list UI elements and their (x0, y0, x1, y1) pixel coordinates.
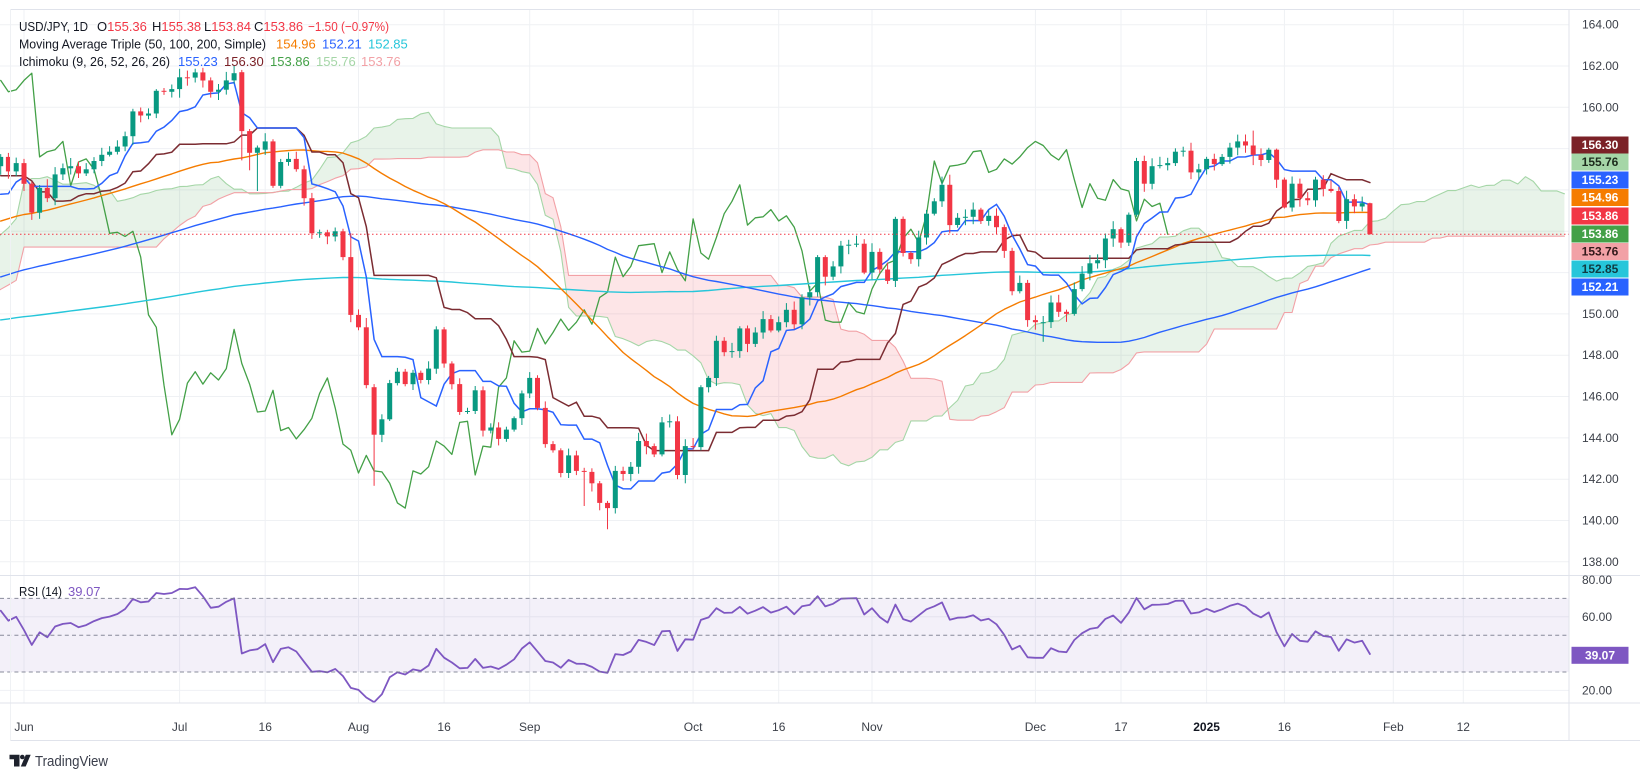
svg-text:Oct: Oct (684, 720, 703, 734)
svg-text:Jul: Jul (172, 720, 187, 734)
svg-text:Moving Average Triple (50, 100: Moving Average Triple (50, 100, 200, Sim… (19, 37, 408, 52)
svg-text:154.96: 154.96 (1582, 191, 1619, 205)
svg-text:Dec: Dec (1025, 720, 1046, 734)
svg-text:162.00: 162.00 (1582, 59, 1619, 73)
svg-text:16: 16 (1278, 720, 1292, 734)
svg-text:156.30: 156.30 (1582, 138, 1619, 152)
svg-text:164.00: 164.00 (1582, 18, 1619, 32)
svg-text:39.07: 39.07 (1585, 649, 1615, 663)
svg-text:RSI (14)39.07: RSI (14) 39.07 (19, 584, 101, 599)
svg-text:155.23: 155.23 (1582, 173, 1619, 187)
svg-text:153.86: 153.86 (1582, 227, 1619, 241)
svg-text:148.00: 148.00 (1582, 348, 1619, 362)
svg-text:152.85: 152.85 (1582, 262, 1619, 276)
svg-text:60.00: 60.00 (1582, 610, 1612, 624)
svg-text:16: 16 (259, 720, 273, 734)
svg-text:16: 16 (772, 720, 786, 734)
svg-text:153.76: 153.76 (1582, 245, 1619, 259)
svg-text:12: 12 (1457, 720, 1471, 734)
svg-text:160.00: 160.00 (1582, 100, 1619, 114)
svg-text:155.76: 155.76 (1582, 155, 1619, 169)
svg-text:Sep: Sep (519, 720, 541, 734)
svg-text:Feb: Feb (1383, 720, 1404, 734)
svg-text:Jun: Jun (14, 720, 33, 734)
svg-text:140.00: 140.00 (1582, 514, 1619, 528)
svg-text:150.00: 150.00 (1582, 307, 1619, 321)
svg-text:2025: 2025 (1193, 720, 1220, 734)
svg-text:Ichimoku (9, 26, 52, 26, 26)15: Ichimoku (9, 26, 52, 26, 26) 155.23 156.30… (19, 54, 401, 69)
svg-text:146.00: 146.00 (1582, 390, 1619, 404)
svg-text:153.86: 153.86 (1582, 209, 1619, 223)
svg-text:152.21: 152.21 (1582, 280, 1619, 294)
svg-text:17: 17 (1114, 720, 1128, 734)
svg-text:20.00: 20.00 (1582, 683, 1612, 697)
svg-text:144.00: 144.00 (1582, 431, 1619, 445)
svg-text:16: 16 (437, 720, 451, 734)
svg-text:142.00: 142.00 (1582, 472, 1619, 486)
svg-text:Nov: Nov (861, 720, 882, 734)
svg-text:80.00: 80.00 (1582, 573, 1612, 587)
svg-text:TradingView: TradingView (35, 753, 108, 770)
svg-text:Aug: Aug (348, 720, 369, 734)
svg-text:138.00: 138.00 (1582, 555, 1619, 569)
